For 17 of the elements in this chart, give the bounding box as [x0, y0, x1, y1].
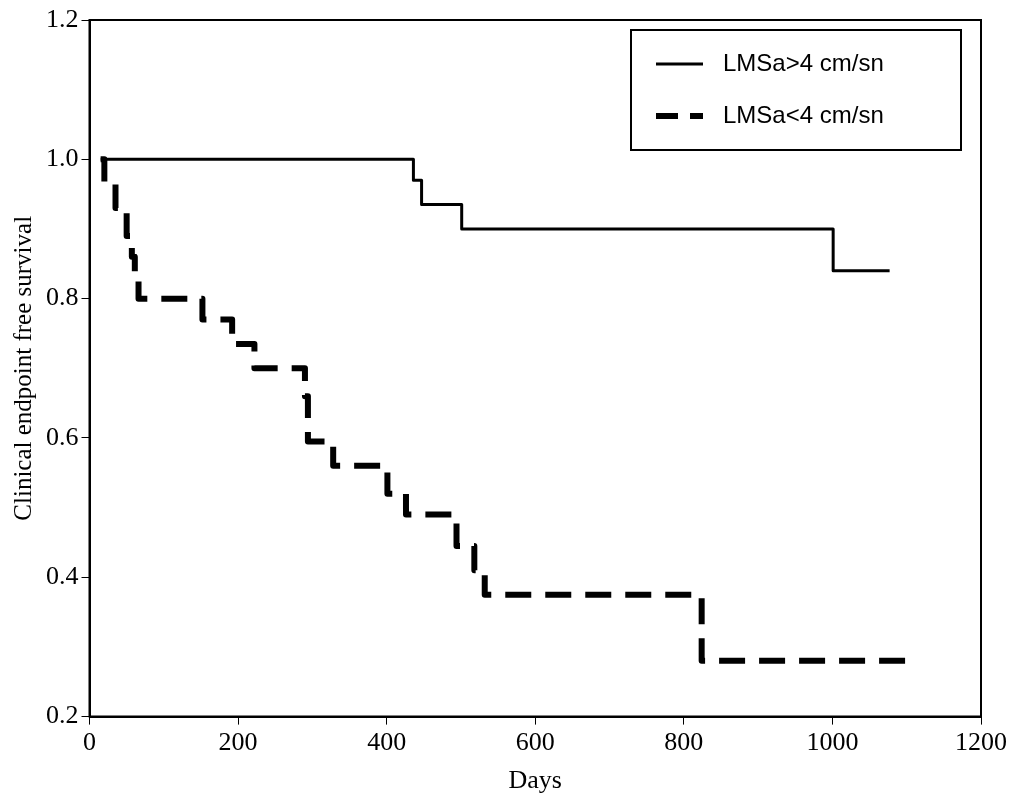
x-tick-label: 0: [83, 727, 96, 757]
y-tick-label: 1.2: [46, 3, 79, 33]
x-tick-label: 400: [367, 727, 407, 757]
y-tick-label: 0.2: [46, 700, 79, 730]
x-tick-label: 200: [218, 727, 258, 757]
x-tick-label: 600: [515, 727, 555, 757]
legend-label: LMSa<4 cm/sn: [723, 100, 884, 128]
y-tick-label: 0.4: [46, 561, 79, 591]
y-tick-label: 1.0: [46, 143, 79, 173]
x-tick-label: 1200: [955, 727, 1007, 757]
legend-label: LMSa>4 cm/sn: [723, 48, 884, 76]
y-tick-label: 0.8: [46, 282, 79, 312]
x-axis-title: Days: [508, 765, 562, 795]
x-tick-label: 1000: [806, 727, 859, 757]
y-axis-title: Clinical endpoint free survival: [8, 215, 36, 521]
y-tick-label: 0.6: [46, 421, 79, 451]
x-tick-label: 800: [664, 727, 704, 757]
